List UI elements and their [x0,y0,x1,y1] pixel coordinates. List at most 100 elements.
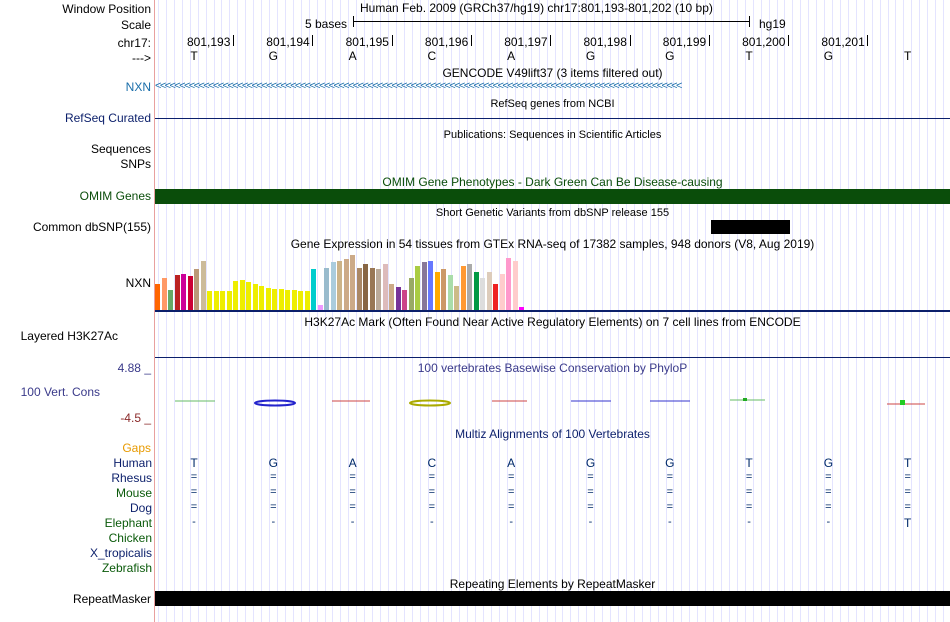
species-label-elephant[interactable]: Elephant [104,516,152,530]
alignment-base: - [192,516,196,528]
species-label-human[interactable]: Human [113,456,152,470]
alignment-base: = [270,471,277,483]
gtex-tissue-bar[interactable] [265,288,271,310]
gtex-tissue-bar[interactable] [395,287,401,310]
gtex-tissue-bar[interactable] [194,269,199,310]
gtex-tissue-bar[interactable] [460,266,466,310]
species-label-chicken[interactable]: Chicken [108,531,152,545]
gtex-tissue-bar[interactable] [155,284,160,310]
gtex-tissue-bar[interactable] [350,255,355,310]
gtex-tissue-bar[interactable] [480,278,485,310]
gtex-tissue-bar[interactable] [246,282,251,310]
gtex-tissue-bar[interactable] [181,274,186,310]
refseq-track-label[interactable]: RefSeq Curated [64,111,151,125]
gtex-bar-chart[interactable] [155,252,535,310]
gencode-gene-nxn[interactable]: <<<<<<<<<<<<<<<<<<<<<<<<<<<<<<<<<<<<<<<<… [155,80,682,92]
gtex-tissue-bar[interactable] [330,262,336,310]
gtex-tissue-bar[interactable] [259,286,264,310]
refseq-gene-line[interactable] [155,118,950,119]
gtex-tissue-bar[interactable] [402,290,407,310]
gtex-tissue-bar[interactable] [291,290,297,310]
omim-track-label[interactable]: OMIM Genes [79,189,151,203]
gtex-tissue-bar[interactable] [519,307,524,310]
gtex-tissue-bar[interactable] [324,268,329,310]
gtex-tissue-bar[interactable] [376,269,381,310]
repeatmasker-element[interactable] [155,591,950,606]
omim-gene-band[interactable] [155,189,950,204]
gtex-tissue-bar[interactable] [467,264,472,310]
gtex-tissue-bar[interactable] [356,268,362,310]
gtex-tissue-bar[interactable] [428,261,433,310]
gtex-tissue-bar[interactable] [311,269,316,310]
gtex-tissue-bar[interactable] [434,272,440,310]
gtex-tissue-bar[interactable] [285,290,290,310]
phylop-track-label[interactable]: 100 Vert. Cons [20,385,100,399]
gtex-tissue-bar[interactable] [233,281,238,310]
gtex-tissue-bar[interactable] [486,272,492,310]
gtex-tissue-bar[interactable] [298,291,303,310]
gtex-tissue-bar[interactable] [252,284,258,310]
gtex-tissue-bar[interactable] [454,286,459,310]
gtex-tissue-bar[interactable] [421,262,427,310]
snps-track-label[interactable]: SNPs [120,157,151,171]
browser-image[interactable]: Human Feb. 2009 (GRCh37/hg19) chr17:801,… [155,0,950,622]
alignment-base: = [745,471,753,483]
alignment-base: = [428,501,436,513]
gtex-baseline [155,310,950,312]
gtex-track-label[interactable]: NXN [125,276,151,290]
gtex-tissue-bar[interactable] [317,305,323,310]
species-label-zebrafish[interactable]: Zebrafish [101,561,152,575]
coordinate-label: 801,199 [662,35,707,49]
gtex-tissue-bar[interactable] [226,291,232,310]
gtex-tissue-bar[interactable] [441,269,446,310]
gtex-tissue-bar[interactable] [239,280,245,310]
gtex-tissue-bar[interactable] [499,274,505,310]
gtex-tissue-bar[interactable] [337,261,342,310]
gtex-tissue-bar[interactable] [278,289,284,310]
coordinate-tick [788,35,790,46]
gtex-tissue-bar[interactable] [447,275,453,310]
gtex-tissue-bar[interactable] [200,261,206,310]
gtex-tissue-bar[interactable] [343,259,349,310]
gencode-track-label[interactable]: NXN [125,80,151,94]
gtex-tissue-bar[interactable] [187,276,193,310]
gtex-tissue-bar[interactable] [207,291,212,310]
species-label-dog[interactable]: Dog [129,501,152,515]
gtex-tissue-bar[interactable] [272,289,277,310]
repeatmasker-track-label[interactable]: RepeatMasker [72,592,151,606]
gtex-tissue-bar[interactable] [168,290,173,310]
gtex-tissue-bar[interactable] [389,284,394,310]
h3k27ac-track-label[interactable]: Layered H3K27Ac [20,329,118,343]
gtex-tissue-bar[interactable] [506,258,511,310]
alignment-base: - [430,516,434,528]
sequences-track-label[interactable]: Sequences [90,142,151,156]
gtex-tissue-bar[interactable] [213,291,219,310]
gtex-tissue-bar[interactable] [161,278,167,310]
alignment-base: = [270,486,277,498]
multiz-title: Multiz Alignments of 100 Vertebrates [455,427,650,441]
alignment-base: = [825,501,832,513]
species-label-mouse[interactable]: Mouse [115,486,152,500]
alignment-base: = [270,501,277,513]
gtex-tissue-bar[interactable] [363,264,368,310]
dbsnp-variant[interactable] [711,220,790,234]
gtex-tissue-bar[interactable] [473,272,479,310]
phylop-signal[interactable] [155,394,950,410]
gtex-tissue-bar[interactable] [174,275,180,310]
coordinate-tick [708,35,710,46]
gtex-tissue-bar[interactable] [493,284,498,310]
alignment-base: = [428,486,436,498]
coordinate-tick [312,35,314,46]
gtex-tissue-bar[interactable] [512,261,518,310]
gtex-tissue-bar[interactable] [408,278,414,310]
dbsnp-track-label[interactable]: Common dbSNP(155) [32,220,151,234]
gtex-tissue-bar[interactable] [415,266,420,310]
gtex-tissue-bar[interactable] [304,291,310,310]
gtex-tissue-bar[interactable] [382,264,388,310]
species-label-rhesus[interactable]: Rhesus [111,471,152,485]
coordinate-label: 801,201 [821,35,865,49]
gtex-tissue-bar[interactable] [220,291,225,310]
gtex-tissue-bar[interactable] [369,268,375,310]
species-label-x_tropicalis[interactable]: X_tropicalis [89,546,152,560]
alignment-base: A [348,456,357,470]
